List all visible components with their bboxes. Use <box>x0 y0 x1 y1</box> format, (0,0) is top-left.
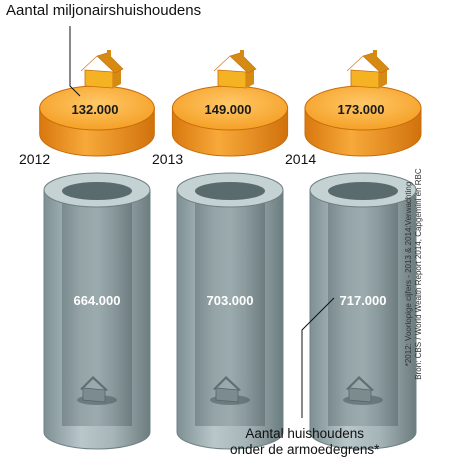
house-roof-grey <box>213 376 241 391</box>
source-footnote: *2012: Voorlopige cijfers - 2013 & 2014:… <box>404 134 460 414</box>
year-label-2012: 2012 <box>19 151 50 167</box>
top-label-leader <box>69 26 81 97</box>
tube-opening <box>195 182 265 200</box>
poverty-value-2013: 703.000 <box>207 293 254 308</box>
house-roof-gold <box>80 52 124 74</box>
footnote-line-2: Bron: CBS / World Wealth Report 2014, Ca… <box>414 168 423 380</box>
millionaire-value-2014: 173.000 <box>338 102 385 117</box>
footnote-line-1: *2012: Voorlopige cijfers - 2013 & 2014:… <box>404 181 413 367</box>
house-icon-gold <box>84 69 114 89</box>
millionaire-value-2013: 149.000 <box>205 102 252 117</box>
column-2013: 703.000 149.000 2013 <box>152 50 289 450</box>
house-chimney-gold <box>240 50 244 58</box>
house-chimney-gold <box>107 50 111 58</box>
house-roof-grey <box>346 376 374 391</box>
millionaire-households-label: Aantal miljonairshuishoudens <box>6 2 202 19</box>
house-chimney-gold <box>373 50 377 58</box>
house-icon-grey <box>348 387 372 403</box>
year-label-2014: 2014 <box>285 151 316 167</box>
tube-opening <box>62 182 132 200</box>
tube-interior <box>62 194 132 426</box>
house-icon-gold <box>217 69 247 89</box>
poverty-label-line-1: Aantal huishoudens <box>245 426 364 441</box>
house-roof-gold <box>213 52 257 74</box>
millionaire-value-2012: 132.000 <box>72 102 119 117</box>
poverty-value-2012: 664.000 <box>74 293 121 308</box>
poverty-value-2014: 717.000 <box>340 293 387 308</box>
year-label-2013: 2013 <box>152 151 183 167</box>
poverty-households-label: Aantal huishoudens onder de armoedegrens… <box>230 426 379 458</box>
column-2012: 664.000 132.000 2012 <box>19 50 155 450</box>
bottom-label-leader <box>301 297 335 418</box>
tube-interior <box>195 194 265 426</box>
house-icon-gold <box>350 69 380 89</box>
house-roof-gold <box>346 52 390 74</box>
column-2014: 717.000 173.000 2014 <box>285 50 422 450</box>
house-icon-grey <box>215 387 239 403</box>
tube-opening <box>328 182 398 200</box>
poverty-label-line-2: onder de armoedegrens* <box>230 442 380 457</box>
house-roof-grey <box>80 376 108 391</box>
tube-interior <box>328 194 398 426</box>
house-icon-grey <box>82 387 106 403</box>
